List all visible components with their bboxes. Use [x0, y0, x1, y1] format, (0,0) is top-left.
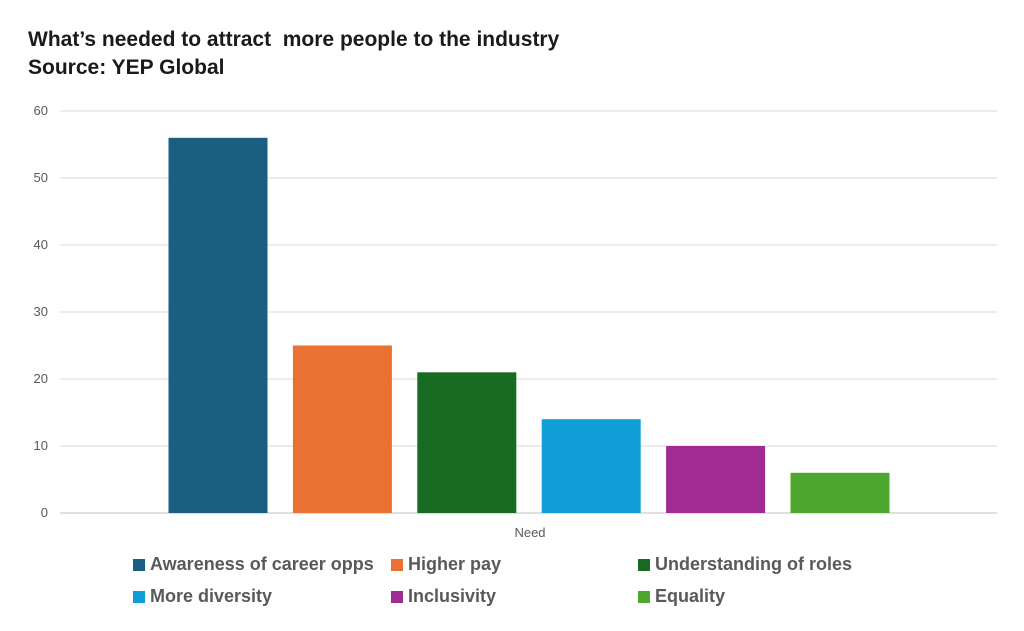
legend-item: Equality [638, 586, 725, 607]
y-tick-label: 10 [34, 438, 48, 453]
y-tick-label: 60 [34, 103, 48, 118]
chart-subtitle: Source: YEP Global [28, 56, 225, 79]
bar-awareness-of-career-opps [168, 137, 268, 514]
legend-swatch [638, 558, 650, 571]
y-tick-label: 20 [34, 371, 48, 386]
y-tick-label: 50 [34, 170, 48, 185]
legend-swatch [638, 590, 650, 603]
chart-title: What’s needed to attract more people to … [28, 28, 560, 51]
legend-item: Inclusivity [391, 586, 496, 607]
bar-higher-pay [292, 345, 392, 513]
bar-inclusivity [666, 446, 766, 513]
y-tick-label: 30 [34, 304, 48, 319]
bar-understanding-of-roles [417, 372, 517, 513]
chart-title-block: What’s needed to attract more people to … [28, 26, 559, 82]
legend-item: More diversity [133, 586, 272, 607]
legend-item: Understanding of roles [638, 554, 852, 575]
legend-label: Inclusivity [408, 586, 497, 606]
y-axis-ticks: 0 10 20 30 40 50 60 [34, 103, 48, 520]
legend-swatch [391, 590, 403, 603]
legend-label: Understanding of roles [655, 554, 853, 574]
legend-label: Awareness of career opps [150, 554, 374, 574]
bars [168, 137, 890, 514]
legend-label: Higher pay [408, 554, 502, 574]
legend-swatch [133, 590, 145, 603]
y-tick-label: 40 [34, 237, 48, 252]
bar-equality [790, 472, 890, 513]
legend-item: Higher pay [391, 554, 501, 575]
legend-label: More diversity [150, 586, 273, 606]
bar-more-diversity [541, 419, 641, 513]
legend-swatch [133, 558, 145, 571]
x-axis-label: Need [514, 525, 545, 540]
y-tick-label: 0 [41, 505, 48, 520]
legend-swatch [391, 558, 403, 571]
legend-item: Awareness of career opps [133, 554, 374, 575]
legend-label: Equality [655, 586, 726, 606]
